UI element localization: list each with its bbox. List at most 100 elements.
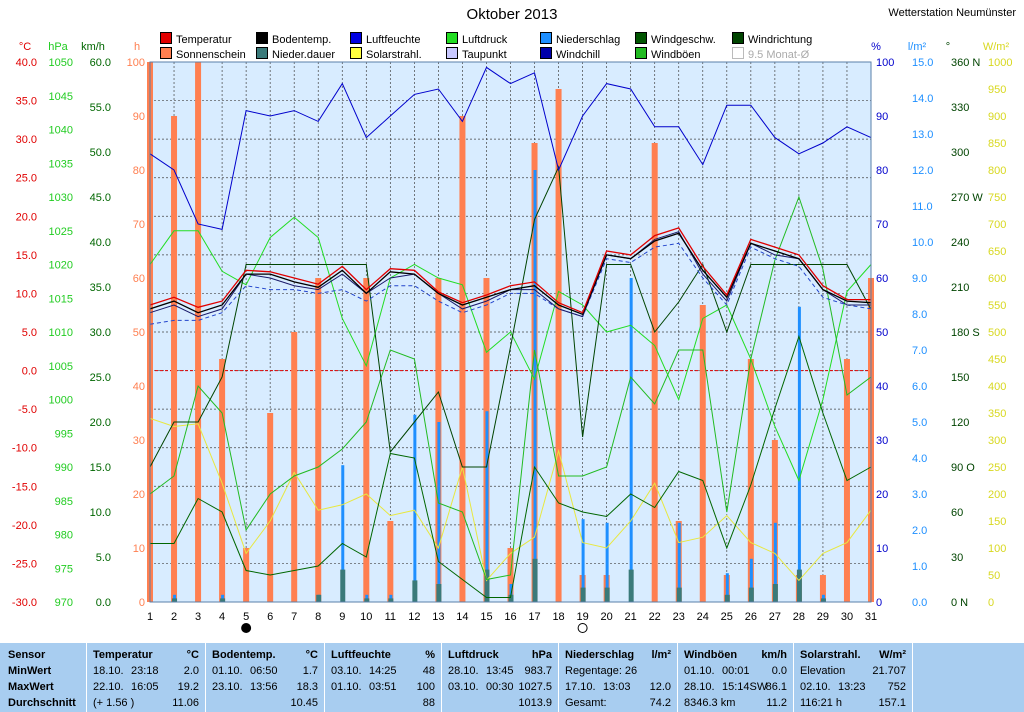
temp-unit-label: °C	[19, 41, 31, 53]
humidity-unit-label: %	[871, 41, 881, 53]
legend-label: Windchill	[556, 49, 601, 61]
wind-tick-label: 5.0	[96, 552, 111, 564]
legend-item: Nieder.dauer	[256, 47, 335, 61]
stats-min-label: MinWert	[8, 665, 52, 677]
stats-min-time: 14:25	[369, 665, 397, 677]
stats-max-value: 19.2	[177, 681, 199, 693]
rain-tick-label: 0.0	[912, 597, 927, 609]
stats-avg-value: 157.1	[878, 697, 906, 709]
solar-tick-label: 900	[988, 111, 1006, 123]
precipitation-bar	[629, 278, 633, 602]
legend-item: Taupunkt	[446, 47, 507, 61]
solar-tick-label: 250	[988, 462, 1006, 474]
pressure-tick-label: 1050	[49, 57, 73, 69]
rain-tick-label: 5.0	[912, 417, 927, 429]
series-line	[149, 66, 872, 230]
pressure-tick-label: 1045	[49, 91, 73, 103]
precipitation-bar	[413, 414, 417, 602]
legend-swatch	[256, 47, 268, 59]
stats-solar: Solarstrahl. W/m² Elevation 21.707 02.10…	[794, 643, 913, 712]
stats-avg-value: 11.2	[766, 697, 787, 709]
series-line	[150, 334, 872, 598]
legend-swatch	[160, 47, 172, 59]
wind-tick-label: 60.0	[90, 57, 111, 69]
rain-duration-bar	[364, 598, 370, 602]
x-tick-label: 11	[385, 611, 396, 623]
rain-tick-label: 15.0	[912, 57, 933, 69]
sunshine-bar	[651, 143, 658, 602]
x-tick-label: 29	[817, 611, 829, 623]
chart-title: Oktober 2013	[466, 6, 558, 23]
humidity-tick-label: 80	[876, 165, 888, 177]
legend-label: Solarstrahl.	[366, 49, 422, 61]
rain-tick-label: 3.0	[912, 489, 927, 501]
sun-tick-label: 100	[127, 57, 145, 69]
legend-swatch	[350, 32, 362, 44]
legend-label: Luftfeuchte	[366, 34, 421, 46]
x-tick-label: 23	[673, 611, 685, 623]
stats-max-date: 01.10.	[331, 681, 362, 693]
rain-tick-label: 2.0	[912, 525, 927, 537]
temp-tick-label: 5.0	[22, 327, 37, 339]
x-tick-label: 19	[576, 611, 588, 623]
rain-duration-bar	[628, 569, 634, 602]
pressure-tick-label: 975	[55, 563, 73, 575]
stats-avg-value: 74.2	[649, 697, 671, 709]
stats-min-value: 983.7	[524, 665, 552, 677]
legend-label: Temperatur	[176, 34, 232, 46]
solar-tick-label: 850	[988, 138, 1006, 150]
stats-max-date: 02.10.	[800, 681, 831, 693]
x-tick-label: 20	[601, 611, 613, 623]
direction-tick-label: 330	[951, 102, 969, 114]
direction-tick-label: 60	[951, 507, 963, 519]
wind-tick-label: 45.0	[90, 192, 111, 204]
x-tick-label: 6	[267, 611, 273, 623]
full-moon-icon	[577, 623, 588, 633]
pressure-tick-label: 1015	[49, 293, 73, 305]
stats-min-value: 1.7	[302, 665, 318, 677]
legend-item: Luftfeuchte	[350, 32, 420, 46]
legend-item: Windgeschw.	[635, 32, 716, 46]
stats-avg-note: (+ 1.56 )	[93, 697, 135, 709]
stats-max-value: 100	[416, 681, 435, 693]
stats-soil: Bodentemp. °C 01.10. 06:50 1.7 23.10. 13…	[206, 643, 325, 712]
new-moon-icon	[241, 623, 252, 633]
rain-tick-label: 13.0	[912, 129, 933, 141]
wind-tick-label: 20.0	[90, 417, 111, 429]
legend-item: Windböen	[635, 47, 701, 61]
rain-tick-label: 7.0	[912, 345, 927, 357]
rain-duration-bar	[772, 584, 778, 602]
legend-label: Nieder.dauer	[272, 49, 335, 61]
precipitation-bar	[725, 573, 729, 602]
x-tick-label: 12	[408, 611, 420, 623]
precipitation-bar	[797, 306, 801, 602]
stats-max-date: 22.10.	[93, 681, 124, 693]
sun-unit-label: h	[134, 41, 140, 53]
sunshine-bar	[243, 548, 250, 602]
wind-tick-label: 50.0	[90, 147, 111, 159]
stats-max-value: 752	[887, 681, 906, 693]
weather-chart: 1 2 3 4 5 6 7 8 9 10 11 12 13 14 15 16 17 18 19 20 21 22 23 24 2…	[12, 41, 1012, 633]
x-tick-label: 5	[243, 611, 249, 623]
solar-tick-label: 300	[988, 435, 1006, 447]
temp-tick-label: -15.0	[12, 481, 37, 493]
precipitation-bar	[677, 522, 681, 602]
stats-max-time: 13:03	[603, 681, 631, 693]
series-line	[149, 242, 872, 325]
humidity-tick-label: 70	[876, 219, 888, 231]
stats-max-time: 13:56	[250, 681, 278, 693]
legend-swatch	[350, 47, 362, 59]
rain-duration-bar	[316, 594, 322, 602]
wind-tick-label: 55.0	[90, 102, 111, 114]
pressure-unit-label: hPa	[48, 41, 68, 53]
legend-swatch	[732, 32, 744, 44]
sunshine-bar	[363, 278, 370, 602]
precipitation-bar	[581, 519, 585, 602]
stats-unit: W/m²	[879, 649, 906, 661]
solar-tick-label: 550	[988, 300, 1006, 312]
stats-unit: l/m²	[651, 649, 671, 661]
pressure-tick-label: 1040	[49, 125, 73, 137]
temp-tick-label: -5.0	[18, 404, 37, 416]
precipitation-bar	[605, 522, 609, 602]
x-tick-label: 26	[745, 611, 757, 623]
